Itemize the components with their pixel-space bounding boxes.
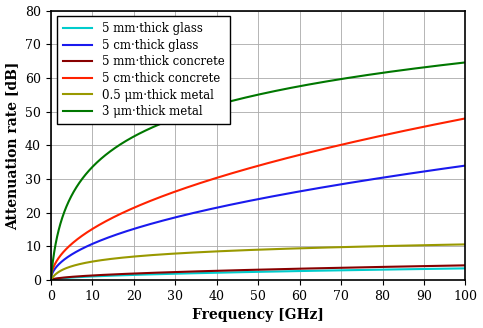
5 mm·thick glass [85,275,90,278]
Y-axis label: Attenuation rate [dB]: Attenuation rate [dB] [6,61,19,230]
5 cm·thick glass [85,244,90,248]
Line: 5 cm·thick concrete: 5 cm·thick concrete [51,118,466,280]
5 cm·thick concrete [70,241,76,245]
5 cm·thick glass [57,261,63,265]
Line: 5 mm·thick concrete: 5 mm·thick concrete [51,265,466,280]
0.5 μm·thick metal [85,260,90,264]
5 cm·thick concrete [57,254,63,258]
5 mm·thick concrete [297,267,303,271]
5 cm·thick concrete [463,116,469,120]
5 cm·thick glass [70,252,76,256]
0.5 μm·thick metal [202,250,208,254]
5 cm·thick concrete [297,153,303,157]
0.5 μm·thick metal [463,242,469,246]
0.5 μm·thick metal [389,244,395,248]
5 mm·thick concrete [48,278,54,282]
5 cm·thick glass [463,164,469,168]
0.5 μm·thick metal [70,264,76,268]
5 cm·thick concrete [85,230,90,234]
3 μm·thick metal [463,60,469,64]
5 cm·thick glass [297,189,303,193]
X-axis label: Frequency [GHz]: Frequency [GHz] [192,308,324,322]
Legend: 5 mm·thick glass, 5 cm·thick glass, 5 mm·thick concrete, 5 cm·thick concrete, 0.: 5 mm·thick glass, 5 cm·thick glass, 5 mm… [57,16,230,124]
5 mm·thick glass [202,271,208,275]
5 cm·thick concrete [202,180,208,184]
Line: 3 μm·thick metal: 3 μm·thick metal [51,62,466,280]
5 cm·thick concrete [389,132,395,135]
3 μm·thick metal [48,278,54,282]
5 mm·thick concrete [202,269,208,273]
5 mm·thick glass [57,277,63,280]
5 mm·thick glass [48,278,54,282]
5 cm·thick concrete [48,278,54,282]
0.5 μm·thick metal [48,278,54,282]
Line: 5 mm·thick glass: 5 mm·thick glass [51,268,466,280]
5 mm·thick glass [463,266,469,270]
5 mm·thick concrete [57,276,63,280]
5 mm·thick concrete [70,275,76,279]
3 μm·thick metal [57,223,63,227]
Line: 0.5 μm·thick metal: 0.5 μm·thick metal [51,244,466,280]
5 mm·thick glass [70,276,76,279]
5 mm·thick glass [389,268,395,272]
3 μm·thick metal [70,191,76,195]
5 cm·thick glass [48,278,54,282]
5 mm·thick concrete [389,265,395,269]
3 μm·thick metal [389,70,395,73]
Line: 5 cm·thick glass: 5 cm·thick glass [51,166,466,280]
5 cm·thick glass [389,174,395,178]
5 mm·thick concrete [85,274,90,278]
3 μm·thick metal [85,170,90,174]
5 mm·thick glass [297,269,303,273]
3 μm·thick metal [297,84,303,88]
5 cm·thick glass [202,208,208,212]
5 mm·thick concrete [463,263,469,267]
0.5 μm·thick metal [297,246,303,250]
3 μm·thick metal [202,106,208,110]
0.5 μm·thick metal [57,269,63,273]
